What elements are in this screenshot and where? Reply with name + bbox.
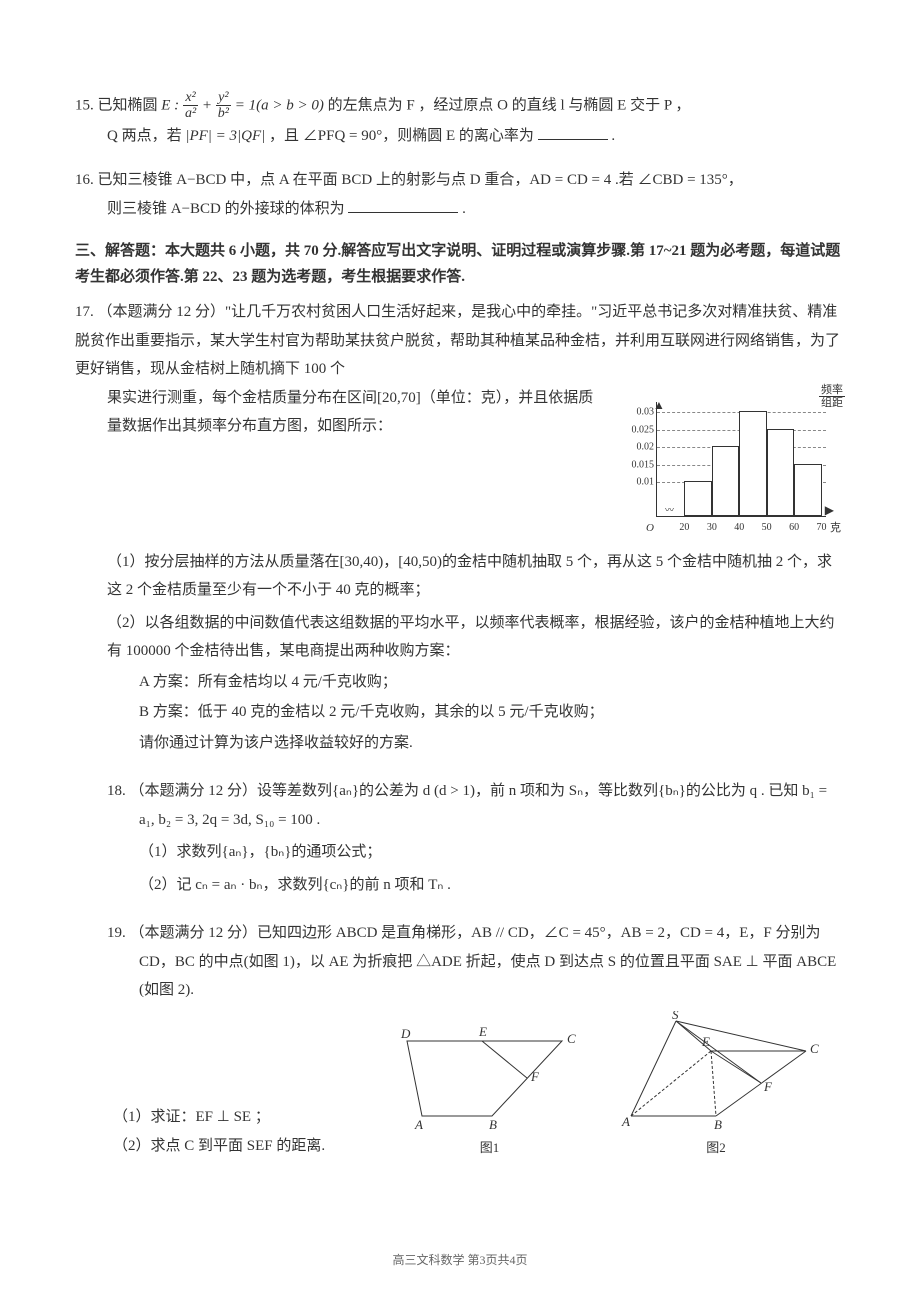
hist-bar [739,411,766,516]
fig1-label-e: E [478,1024,487,1039]
fig2-label-s: S [672,1011,679,1022]
fig1-label-d: D [400,1026,411,1041]
histogram: 频率 组距 ▲ ▶ O 克 〰 0.010.0150.020.0250.0320… [620,384,845,544]
q19-part2: （2）求点 C 到平面 SEF 的距离. [113,1132,373,1161]
figure-1-svg: D E C F A B [387,1021,592,1136]
hist-bar [684,481,711,516]
q17-para2: 果实进行测重，每个金桔质量分布在区间[20,70]（单位：克），并且依据质量数据… [107,384,602,441]
q17-intro: （本题满分 12 分）"让几千万农村贫困人口生活好起来，是我心中的牵挂。"习近平… [75,304,840,377]
q15-frac2-num: y² [216,90,231,106]
hist-xtick-label: 70 [817,516,827,537]
question-17: 17. （本题满分 12 分）"让几千万农村贫困人口生活好起来，是我心中的牵挂。… [75,298,845,757]
q16-line2: 则三棱锥 A−BCD 的外接球的体积为 . [75,195,845,224]
q15-period: . [611,128,615,144]
q15-eq-e: E : [161,97,183,113]
q19-figures-row: （1）求证：EF ⊥ SE ； （2）求点 C 到平面 SEF 的距离. D E… [75,1011,845,1161]
q16-period: . [462,201,466,217]
question-18: 18. （本题满分 12 分）设等差数列{aₙ}的公差为 d (d > 1)，前… [75,777,845,899]
fig2-label-e: E [701,1034,710,1049]
question-19: 19. （本题满分 12 分）已知四边形 ABCD 是直角梯形，AB // CD… [75,919,845,1160]
q17-plan-b: B 方案：低于 40 克的金桔以 2 元/千克收购，其余的以 5 元/千克收购； [75,698,845,727]
q17-part2: （2）以各组数据的中间数值代表这组数据的平均水平，以频率代表概率，根据经验，该户… [75,609,845,666]
hist-xtick-label: 60 [789,516,799,537]
q15-frac2-den: b² [216,106,231,121]
q18-part2: （2）记 cₙ = aₙ · bₙ，求数列{cₙ}的前 n 项和 Tₙ . [75,871,845,900]
q17-ask: 请你通过计算为该户选择收益较好的方案. [75,729,845,758]
hist-ytick-label: 0.02 [637,438,658,457]
q16-text-a: 已知三棱锥 A−BCD 中，点 A 在平面 BCD 上的射影与点 D 重合，AD… [98,172,743,188]
fig2-label-f: F [763,1079,773,1094]
hist-x-unit: 克 [826,516,841,539]
q15-line2: Q 两点，若 |PF| = 3|QF| ，且 ∠PFQ = 90°，则椭圆 E … [75,122,845,151]
q15-line2-a: Q 两点，若 [107,128,182,144]
hist-axis-break-icon: 〰 [665,502,674,519]
q15-plus: + [202,97,216,113]
section-3-heading: 三、解答题：本大题共 6 小题，共 70 分.解答应写出文字说明、证明过程或演算… [75,239,845,290]
q16-number: 16. [75,172,94,188]
q18-intro: （本题满分 12 分）设等差数列{aₙ}的公差为 d (d > 1)，前 n 项… [130,783,828,828]
hist-ylab-num: 频率 [819,384,845,397]
figure-2-caption: 图2 [606,1136,826,1161]
q19-number: 19. [107,925,126,941]
hist-ytick-label: 0.025 [632,420,658,439]
question-15: 15. 已知椭圆 E : x² a² + y² b² = 1(a > b > 0… [75,90,845,150]
q18-number: 18. [107,783,126,799]
figure-1: D E C F A B 图1 [387,1021,592,1161]
figure-2: S E C F A B 图2 [606,1011,826,1161]
q15-blank [538,125,608,140]
hist-xtick-label: 40 [734,516,744,537]
q15-line2-b: ，且 ∠PFQ = 90°，则椭圆 E 的离心率为 [269,128,534,144]
q19-part1: （1）求证：EF ⊥ SE ； [113,1103,373,1132]
question-16: 16. 已知三棱锥 A−BCD 中，点 A 在平面 BCD 上的射影与点 D 重… [75,166,845,223]
hist-xtick-label: 20 [679,516,689,537]
q15-frac1: x² a² [183,90,198,122]
q15-frac1-den: a² [183,106,198,121]
q17-plan-a: A 方案：所有金桔均以 4 元/千克收购； [75,668,845,697]
fig1-label-b: B [489,1117,497,1132]
fig1-label-a: A [414,1117,423,1132]
q17-row: 果实进行测重，每个金桔质量分布在区间[20,70]（单位：克），并且依据质量数据… [75,384,845,544]
q18-part1: （1）求数列{aₙ}，{bₙ}的通项公式； [75,838,845,867]
q17-part1: （1）按分层抽样的方法从质量落在[30,40)，[40,50)的金桔中随机抽取 … [75,548,845,605]
hist-ytick-label: 0.01 [637,472,658,491]
fig2-label-c: C [810,1041,819,1056]
hist-bar [767,429,794,516]
q15-number: 15. [75,97,94,113]
fig1-label-c: C [567,1031,576,1046]
q19-parts: （1）求证：EF ⊥ SE ； （2）求点 C 到平面 SEF 的距离. [113,1103,373,1160]
hist-bar [794,464,821,516]
figure-1-caption: 图1 [387,1136,592,1161]
fig2-label-a: A [621,1114,630,1129]
hist-origin: O [646,516,657,539]
hist-xtick-label: 30 [707,516,717,537]
hist-ytick-label: 0.03 [637,403,658,422]
q16-blank [348,198,458,213]
figure-2-svg: S E C F A B [606,1011,826,1136]
q17-number: 17. [75,304,94,320]
fig1-label-f: F [530,1069,540,1084]
q15-frac2: y² b² [216,90,231,122]
q16-text-b: 则三棱锥 A−BCD 的外接球的体积为 [107,201,345,217]
hist-xtick-label: 50 [762,516,772,537]
q15-frac1-num: x² [183,90,198,106]
hist-ytick-label: 0.015 [632,455,658,474]
q15-abs: |PF| = 3|QF| [185,128,265,144]
fig2-label-b: B [714,1117,722,1132]
q15-eq-right: = 1(a > b > 0) [235,97,324,113]
q19-intro-wrap: 19. （本题满分 12 分）已知四边形 ABCD 是直角梯形，AB // CD… [75,919,845,1005]
q15-text-b: 的左焦点为 F ，经过原点 O 的直线 l 与椭圆 E 交于 P ， [328,97,691,113]
q15-text-a: 已知椭圆 [98,97,162,113]
hist-bar [712,446,739,516]
histogram-plot: ▲ ▶ O 克 〰 0.010.0150.020.0250.0320304050… [656,402,826,517]
q18-intro-wrap: 18. （本题满分 12 分）设等差数列{aₙ}的公差为 d (d > 1)，前… [75,777,845,834]
page-footer: 高三文科数学 第3页共4页 [0,1249,920,1272]
q19-intro: （本题满分 12 分）已知四边形 ABCD 是直角梯形，AB // CD，∠C … [130,925,837,998]
